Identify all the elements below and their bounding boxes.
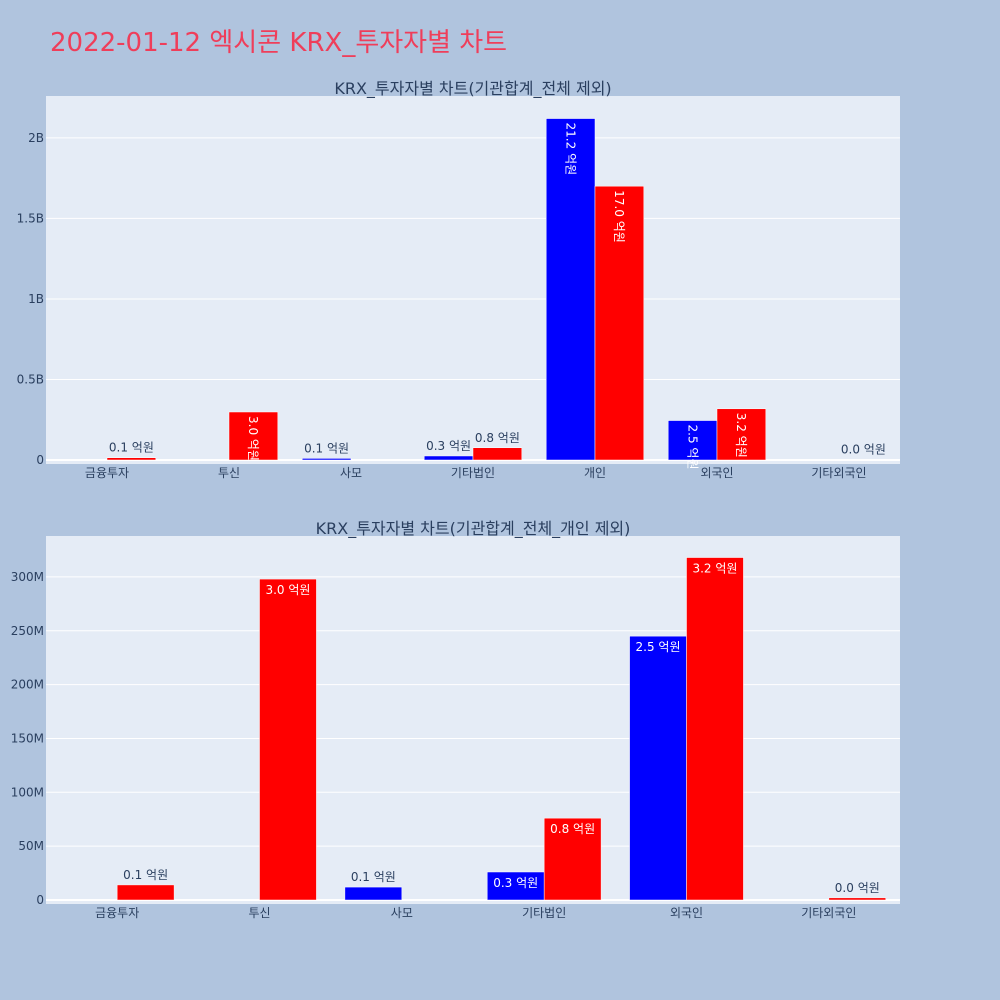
bar-sell xyxy=(594,185,645,461)
y-tick-label: 0.5B xyxy=(17,372,44,386)
bar-sell xyxy=(106,457,157,461)
x-tick-label: 투신 xyxy=(248,906,270,920)
chart-excluding-individual: 0 50M 100M 150M 200M 250M 300M KRX_투자자별 차트(기관합계… xyxy=(11,519,900,920)
x-tick-label: 금융투자 xyxy=(95,906,139,920)
x-tick-label: 기타법인 xyxy=(451,466,495,480)
bar-buy xyxy=(486,871,545,901)
chart-title: KRX_투자자별 차트(기관합계_전체_개인 제외) xyxy=(316,519,631,539)
data-label: 2.5 억원 xyxy=(636,640,681,654)
y-tick-label: 150M xyxy=(11,731,44,745)
y-tick-label: 1B xyxy=(28,292,44,306)
data-label: 0.1 억원 xyxy=(351,870,396,884)
bar-buy xyxy=(629,635,687,901)
bar-sell xyxy=(686,557,744,901)
y-tick-label: 1.5B xyxy=(17,211,44,225)
chart-title: KRX_투자자별 차트(기관합계_전체 제외) xyxy=(334,79,611,99)
bar-buy xyxy=(423,455,474,461)
data-label: 0.8 억원 xyxy=(550,822,595,836)
data-label: 0.3 억원 xyxy=(493,876,538,890)
x-tick-label: 외국인 xyxy=(670,906,703,920)
y-tick-label: 0 xyxy=(36,453,44,467)
y-tick-label: 200M xyxy=(11,678,44,692)
bar-sell xyxy=(472,447,523,461)
bar-sell xyxy=(828,897,887,901)
data-label: 3.2 억원 xyxy=(692,562,737,576)
bar-sell xyxy=(228,411,279,461)
x-tick-label: 사모 xyxy=(391,906,413,920)
bar-sell xyxy=(259,578,317,901)
data-label: 0.3 억원 xyxy=(426,439,471,453)
data-label: 0.0 억원 xyxy=(841,443,886,457)
x-tick-label: 기타외국인 xyxy=(811,466,866,480)
y-tick-label: 50M xyxy=(18,839,44,853)
plot-area xyxy=(46,96,900,464)
page-title: 2022-01-12 엑시콘 KRX_투자자별 차트 xyxy=(50,28,508,58)
data-label: 17.0 억원 xyxy=(612,190,626,243)
data-label: 0.8 억원 xyxy=(475,431,520,445)
bar-sell xyxy=(543,817,602,901)
y-tick-label: 0 xyxy=(36,893,44,907)
bar-buy xyxy=(301,458,352,461)
x-tick-label: 외국인 xyxy=(700,466,733,480)
x-tick-label: 기타외국인 xyxy=(801,906,856,920)
y-tick-label: 100M xyxy=(11,785,44,799)
data-label: 3.0 억원 xyxy=(246,416,260,461)
data-label: 0.1 억원 xyxy=(109,441,154,455)
data-label: 2.5 억원 xyxy=(685,425,699,470)
x-tick-label: 개인 xyxy=(584,466,606,480)
plot-area xyxy=(46,536,900,904)
data-label: 0.1 억원 xyxy=(304,441,349,455)
x-tick-label: 금융투자 xyxy=(85,466,129,480)
x-tick-label: 사모 xyxy=(340,466,362,480)
data-label: 0.0 억원 xyxy=(835,881,880,895)
y-tick-label: 2B xyxy=(28,131,44,145)
data-label: 21.2 억원 xyxy=(563,123,577,176)
bar-buy xyxy=(344,886,403,901)
data-label: 0.1 억원 xyxy=(123,868,168,882)
x-tick-label: 투신 xyxy=(218,466,240,480)
bar-buy xyxy=(667,420,718,461)
bar-sell xyxy=(716,408,767,461)
y-tick-label: 250M xyxy=(11,624,44,638)
y-tick-label: 300M xyxy=(11,570,44,584)
data-label: 3.0 억원 xyxy=(265,583,310,597)
data-label: 3.2 억원 xyxy=(734,413,748,458)
bar-sell xyxy=(116,884,175,901)
chart-overall: 0 0.5B 1B 1.5B 2B KRX_투자자별 차트(기관합계_전체 제외) 금융투자… xyxy=(17,79,900,480)
x-tick-label: 기타법인 xyxy=(522,906,566,920)
bar-buy xyxy=(545,118,596,461)
